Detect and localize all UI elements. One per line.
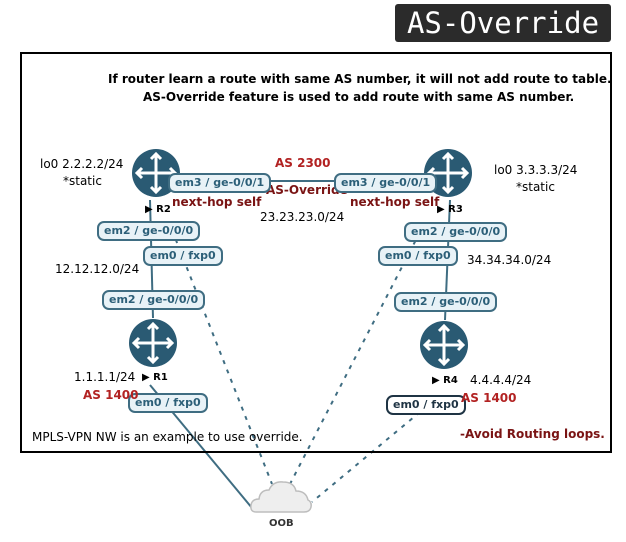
footer-note-right: -Avoid Routing loops. [460,427,605,441]
r3-r4-subnet: 34.34.34.0/24 [467,253,552,267]
r2-name: R2 [156,204,171,215]
page-title: AS-Override [395,4,611,42]
r2-ge-0-0-0-interface[interactable]: em2 / ge-0/0/0 [97,221,201,241]
note-line-1: If router learn a route with same AS num… [108,72,612,86]
r1-as-label: AS 1400 [83,388,139,402]
oob-cloud-icon[interactable] [248,476,314,516]
router-r1-icon[interactable] [128,318,178,368]
as-override-label: AS-Override [266,183,348,197]
r4-ge-0-0-0-interface[interactable]: em2 / ge-0/0/0 [394,292,498,312]
r3-loopback: lo0 3.3.3.3/24 [494,163,578,177]
r4-loopback: 4.4.4.4/24 [470,373,532,387]
r3-next-hop-self: next-hop self [350,195,440,209]
diagram-frame [20,52,612,453]
router-r4-icon[interactable] [419,320,469,370]
as-2300-label: AS 2300 [275,156,331,170]
r2-static: *static [63,174,102,188]
mgmt-link-r3-oob [289,231,421,485]
footer-note-left: MPLS-VPN NW is an example to use overrid… [32,430,303,444]
r4-as-label: AS 1400 [461,391,517,405]
r1-name: R1 [153,372,168,383]
oob-label: OOB [269,518,294,529]
r1-name-label: ▶ R1 [142,372,168,383]
r2-ge-0-0-1-interface[interactable]: em3 / ge-0/0/1 [168,173,272,193]
r2-loopback: lo0 2.2.2.2/24 [40,157,124,171]
r3-static: *static [516,180,555,194]
r3-ge-0-0-1-interface[interactable]: em3 / ge-0/0/1 [334,173,438,193]
r1-ge-0-0-0-interface[interactable]: em2 / ge-0/0/0 [102,290,206,310]
note-line-2: AS-Override feature is used to add route… [143,90,575,104]
r1-fxp0-interface[interactable]: em0 / fxp0 [128,393,208,413]
r2-name-label: ▶ R2 [145,204,171,215]
r3-name: R3 [448,204,463,215]
r4-name: R4 [443,375,458,386]
r4-name-label: ▶ R4 [432,375,458,386]
r2-next-hop-self: next-hop self [172,195,262,209]
r3-fxp0-interface[interactable]: em0 / fxp0 [378,246,458,266]
r4-fxp0-interface[interactable]: em0 / fxp0 [386,395,466,415]
r2-fxp0-interface[interactable]: em0 / fxp0 [143,246,223,266]
r1-r2-subnet: 12.12.12.0/24 [55,262,140,276]
r1-loopback: 1.1.1.1/24 [74,370,136,384]
r2-r3-subnet: 23.23.23.0/24 [260,210,345,224]
r3-name-label: ▶ R3 [437,204,463,215]
mgmt-link-r4-oob [311,411,421,503]
r3-ge-0-0-0-interface[interactable]: em2 / ge-0/0/0 [404,222,508,242]
